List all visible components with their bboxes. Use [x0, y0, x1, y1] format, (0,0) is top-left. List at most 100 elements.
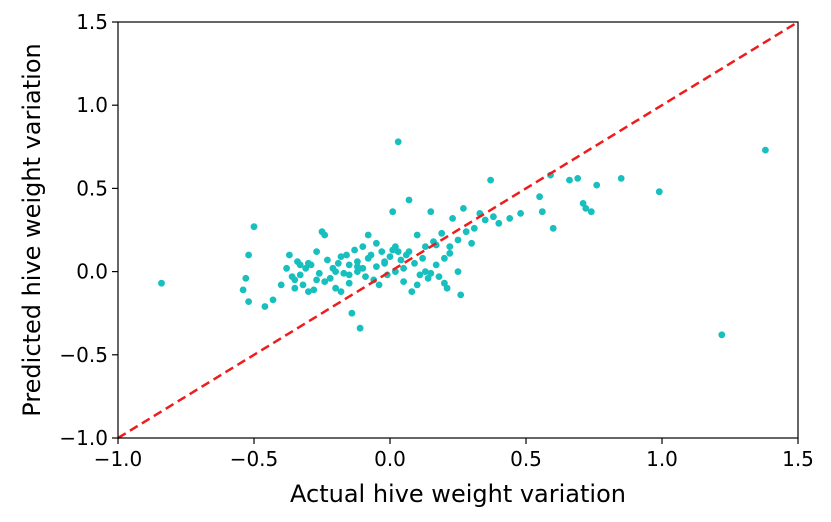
- data-point: [394, 248, 402, 256]
- x-tick-label: 0.0: [374, 447, 406, 471]
- data-point: [413, 281, 421, 289]
- y-tick-label: 0.0: [76, 260, 108, 284]
- data-point: [354, 263, 361, 270]
- data-point: [435, 273, 443, 280]
- data-point: [313, 276, 320, 284]
- data-point: [321, 231, 329, 239]
- data-point: [373, 239, 380, 247]
- y-axis-label: Predicted hive weight variation: [18, 43, 46, 416]
- data-point: [354, 258, 361, 265]
- x-tick-label: 0.5: [510, 447, 542, 471]
- data-point: [245, 251, 253, 259]
- data-point: [299, 281, 307, 289]
- data-point: [245, 298, 253, 305]
- data-point: [405, 196, 413, 204]
- data-point: [332, 284, 339, 292]
- data-point: [443, 284, 451, 292]
- data-point: [326, 274, 334, 282]
- data-point: [313, 248, 320, 256]
- data-point: [386, 253, 394, 260]
- data-point: [283, 264, 290, 272]
- data-point: [432, 261, 440, 269]
- data-point: [337, 288, 345, 295]
- x-tick-label: 1.0: [646, 447, 678, 471]
- data-point: [762, 146, 769, 154]
- data-point: [408, 288, 416, 295]
- data-point: [506, 215, 514, 222]
- data-point: [536, 193, 543, 201]
- data-point: [302, 264, 310, 272]
- data-point: [242, 274, 250, 282]
- data-point: [291, 284, 299, 292]
- data-point: [405, 248, 413, 256]
- data-point: [389, 208, 397, 216]
- y-tick-label: −0.5: [59, 343, 108, 367]
- data-point: [460, 205, 467, 212]
- data-point: [454, 236, 462, 244]
- data-point: [375, 281, 383, 289]
- data-point: [438, 229, 446, 237]
- data-point: [422, 268, 429, 275]
- data-point: [315, 269, 323, 277]
- data-point: [446, 243, 454, 251]
- reference-line-y-equals-x: [117, 20, 799, 440]
- data-point: [587, 208, 595, 216]
- data-point: [373, 263, 380, 270]
- data-point: [566, 176, 573, 184]
- data-point: [296, 271, 304, 279]
- data-point: [470, 224, 478, 232]
- data-point: [487, 176, 494, 184]
- data-point: [321, 278, 329, 285]
- data-point: [462, 228, 470, 236]
- data-point: [446, 249, 454, 257]
- data-point: [579, 200, 587, 207]
- data-point: [351, 246, 358, 254]
- data-point: [381, 258, 388, 265]
- data-point: [345, 261, 353, 269]
- data-point: [291, 276, 299, 284]
- data-point: [367, 251, 375, 259]
- data-point: [718, 331, 726, 339]
- data-point: [449, 215, 456, 222]
- y-tick-label: 1.0: [76, 93, 108, 117]
- data-point: [286, 251, 293, 259]
- data-point: [538, 208, 546, 216]
- data-point: [277, 281, 285, 289]
- data-point: [348, 309, 356, 317]
- data-point: [261, 303, 269, 310]
- y-tick-label: 0.5: [76, 176, 108, 200]
- data-point: [468, 239, 475, 247]
- data-point: [345, 271, 353, 279]
- data-point: [422, 243, 429, 251]
- data-point: [400, 264, 407, 272]
- y-tick-label: 1.5: [76, 10, 108, 34]
- data-point: [424, 274, 432, 282]
- data-point: [296, 261, 304, 269]
- data-point: [490, 213, 497, 221]
- x-tick-label: −0.5: [230, 447, 279, 471]
- data-point: [158, 279, 165, 287]
- data-point: [481, 216, 489, 224]
- data-point: [362, 273, 369, 280]
- data-point: [354, 268, 361, 275]
- data-point: [397, 256, 405, 264]
- data-point: [324, 256, 331, 264]
- data-point: [305, 259, 312, 267]
- data-point: [343, 251, 350, 259]
- data-point: [419, 254, 426, 262]
- data-point: [337, 253, 345, 260]
- data-point: [416, 271, 424, 279]
- data-point: [345, 279, 353, 287]
- data-point: [239, 286, 247, 294]
- data-point: [574, 175, 582, 182]
- data-point: [427, 269, 435, 277]
- data-point: [394, 138, 402, 146]
- data-point: [655, 188, 663, 196]
- data-point: [310, 286, 318, 294]
- x-axis-label: Actual hive weight variation: [290, 480, 626, 508]
- data-point: [378, 248, 386, 256]
- data-point: [340, 269, 348, 277]
- data-points: [158, 138, 769, 339]
- axis-ticks: −1.0 −0.5 0.0 0.5 1.0 1.5 −1.0 −0.5 0.0 0.5 1.0 1.5: [59, 10, 813, 471]
